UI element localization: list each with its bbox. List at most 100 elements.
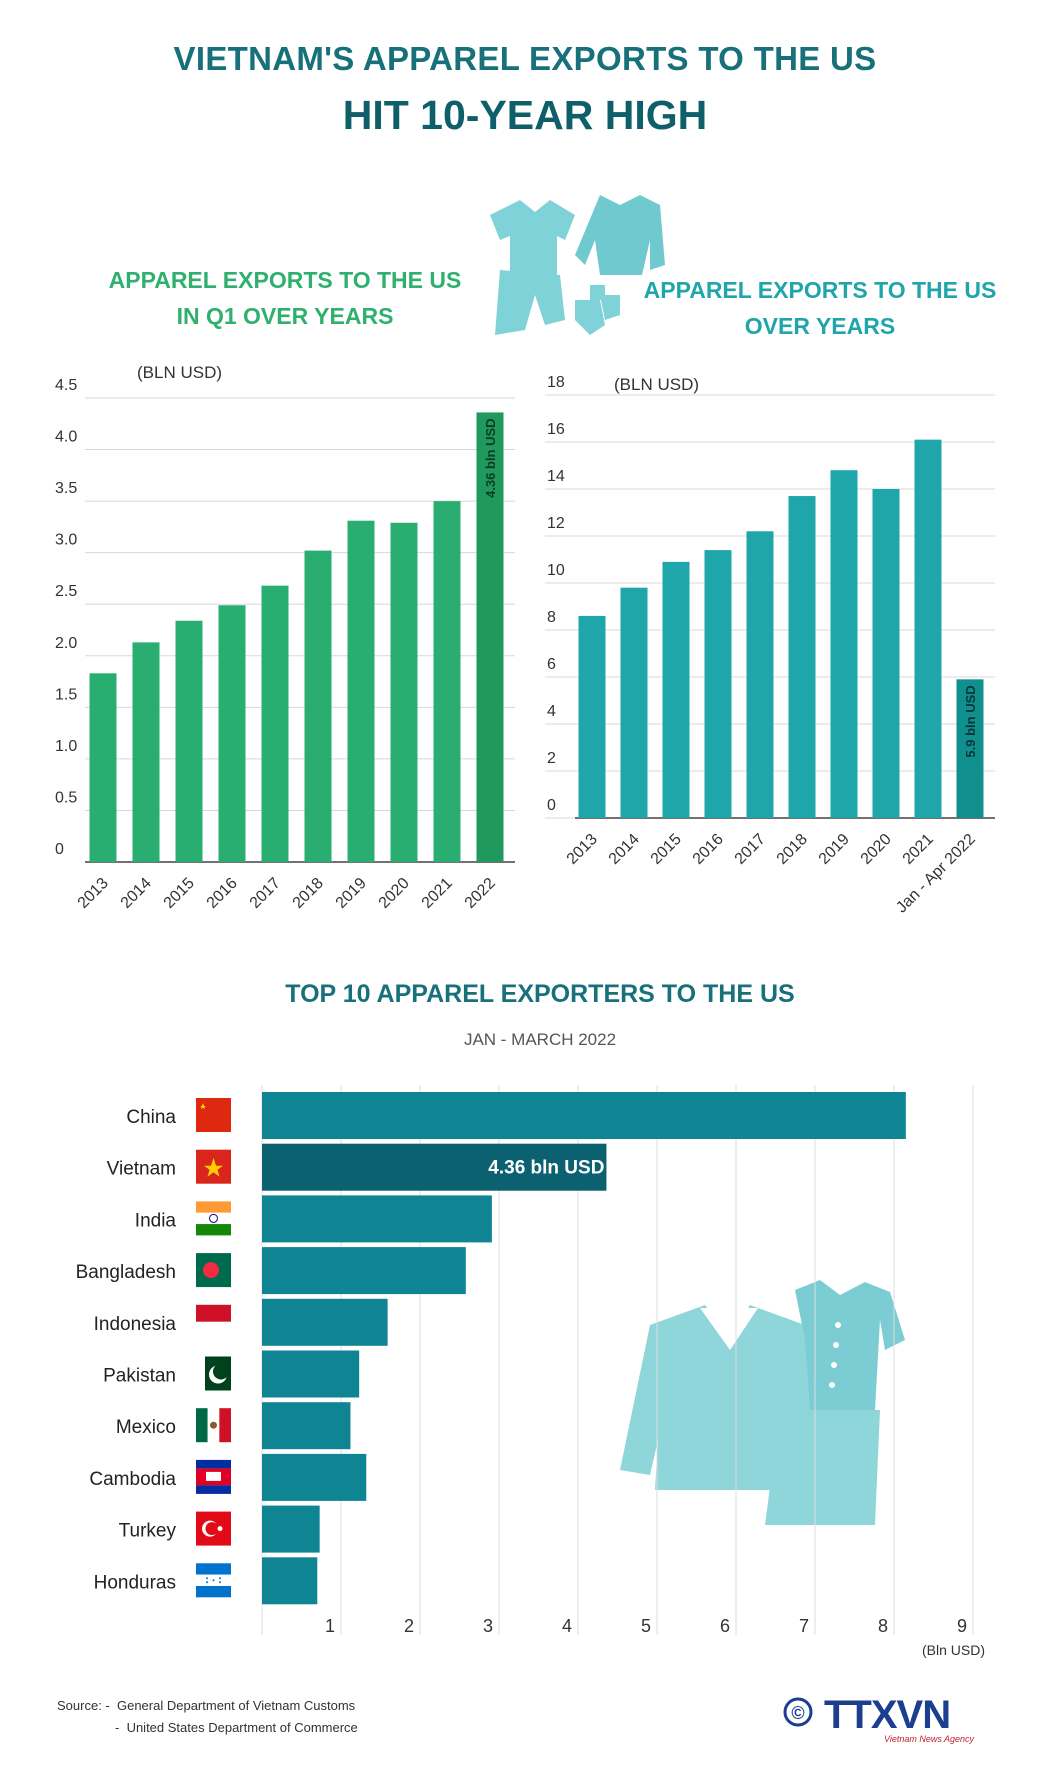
q1-bar [218, 605, 246, 862]
annual-x-tick-label: 2013 [564, 831, 601, 868]
flag-part [196, 1201, 231, 1213]
flag-star [206, 1577, 208, 1580]
top10-x-tick-label: 7 [799, 1616, 809, 1636]
q1-x-tick-label: 2013 [75, 875, 112, 912]
mexico-flag-icon [196, 1408, 231, 1443]
q1-x-tick-label: 2017 [247, 875, 284, 912]
flag-moon-cut [205, 1522, 219, 1536]
ttxvn-logo: © TTXVN Vietnam News Agency [782, 1688, 982, 1753]
top10-x-tick-label: 6 [720, 1616, 730, 1636]
top10-category-label: Vietnam [107, 1159, 176, 1180]
top10-x-axis-label: (Bln USD) [922, 1642, 985, 1658]
annual-bar [830, 470, 858, 818]
annual-y-tick-label: 18 [547, 374, 565, 391]
q1-title-line2: IN Q1 OVER YEARS [176, 303, 394, 329]
q1-y-tick-label: 3.5 [55, 480, 77, 497]
q1-highlight-label: 4.36 bln USD [483, 418, 498, 497]
top10-category-label: Honduras [94, 1572, 176, 1593]
top10-category-label: Cambodia [89, 1469, 176, 1490]
top10-category-label: Bangladesh [76, 1262, 176, 1283]
q1-unit-label: (BLN USD) [137, 363, 222, 382]
q1-y-tick-label: 1.5 [55, 686, 77, 703]
flag-part [196, 1459, 231, 1469]
annual-title-line2: OVER YEARS [744, 313, 896, 339]
top10-category-label: China [126, 1107, 176, 1128]
flag-star [200, 1103, 206, 1109]
shirt-dress-icon [620, 1280, 905, 1525]
source-prefix: Source: - [57, 1698, 110, 1713]
flag-star [206, 1581, 208, 1584]
q1-bar [261, 585, 289, 862]
q1-y-tick-label: 4.5 [55, 377, 77, 394]
page-title-line2: HIT 10-YEAR HIGH [342, 92, 708, 138]
top10-category-label: Turkey [119, 1521, 177, 1542]
annual-y-tick-label: 14 [547, 468, 565, 485]
annual-y-tick-label: 6 [547, 656, 556, 673]
annual-y-tick-label: 2 [547, 750, 556, 767]
annual-x-tick-label: 2014 [606, 831, 643, 868]
flag-part [196, 1212, 231, 1225]
cambodia-flag-icon [196, 1459, 231, 1494]
flag-part [196, 1408, 208, 1443]
q1-bar [89, 673, 117, 862]
annual-x-tick-label: 2019 [816, 831, 853, 868]
page-title-line1: VIETNAM'S APPAREL EXPORTS TO THE US [173, 40, 877, 77]
top10-category-label: Mexico [116, 1417, 176, 1438]
q1-bar [476, 412, 504, 862]
annual-bar [746, 531, 774, 818]
top10-category-label: Indonesia [94, 1314, 177, 1335]
q1-title-line1: APPAREL EXPORTS TO THE US [108, 267, 462, 293]
annual-y-tick-label: 4 [547, 703, 556, 720]
annual-bar [704, 550, 732, 818]
flag-part [219, 1408, 231, 1443]
annual-y-tick-label: 10 [547, 562, 565, 579]
flag-star [219, 1581, 221, 1584]
annual-x-tick-label: 2018 [774, 831, 811, 868]
top10-highlight-label: 4.36 bln USD [488, 1158, 604, 1179]
annual-y-tick-label: 16 [547, 421, 565, 438]
annual-x-tick-label: 2020 [858, 831, 895, 868]
vietnam-flag-icon [196, 1149, 231, 1184]
top10-bar [262, 1298, 388, 1346]
top10-bar [262, 1195, 492, 1243]
annual-unit-label: (BLN USD) [614, 375, 699, 394]
top10-category-label: India [135, 1210, 177, 1231]
q1-bar [390, 522, 418, 862]
india-flag-icon [196, 1201, 231, 1236]
top10-x-tick-label: 4 [562, 1616, 572, 1636]
q1-bar [433, 501, 461, 862]
annual-bar [662, 561, 690, 818]
q1-x-tick-label: 2019 [333, 875, 370, 912]
flag-part [196, 1304, 231, 1322]
q1-x-tick-label: 2022 [462, 875, 499, 912]
q1-bar [132, 642, 160, 862]
flag-part [196, 1585, 231, 1598]
q1-x-tick-label: 2016 [204, 875, 241, 912]
annual-bar [620, 587, 648, 818]
flag-star [219, 1577, 221, 1580]
q1-x-tick-label: 2018 [290, 875, 327, 912]
flag-part [206, 1471, 221, 1481]
q1-y-tick-label: 2.5 [55, 583, 77, 600]
logo-copyright: © [791, 1703, 804, 1723]
source-note: Source: - General Department of Vietnam … [57, 1698, 358, 1735]
annual-title-line1: APPAREL EXPORTS TO THE US [643, 277, 997, 303]
annual-x-tick-label: 2017 [732, 831, 769, 868]
top10-x-tick-label: 5 [641, 1616, 651, 1636]
top10-x-tick-label: 3 [483, 1616, 493, 1636]
source-line1: General Department of Vietnam Customs [116, 1698, 356, 1713]
q1-y-tick-label: 3.0 [55, 532, 77, 549]
q1-y-tick-label: 0.5 [55, 789, 77, 806]
china-flag-icon [196, 1098, 231, 1132]
top10-bar [262, 1402, 351, 1450]
flag-part [196, 1485, 231, 1494]
top10-chart-title: TOP 10 APPAREL EXPORTERS TO THE US [285, 980, 795, 1008]
annual-chart-title: APPAREL EXPORTS TO THE US OVER YEARS [635, 272, 1005, 344]
annual-x-tick-label: 2015 [648, 831, 685, 868]
top10-bar [262, 1350, 360, 1398]
q1-x-tick-label: 2021 [419, 875, 456, 912]
annual-bar [872, 489, 900, 818]
source-line2: United States Department of Commerce [126, 1720, 358, 1735]
q1-y-tick-label: 1.0 [55, 738, 77, 755]
top10-bar [262, 1247, 466, 1295]
